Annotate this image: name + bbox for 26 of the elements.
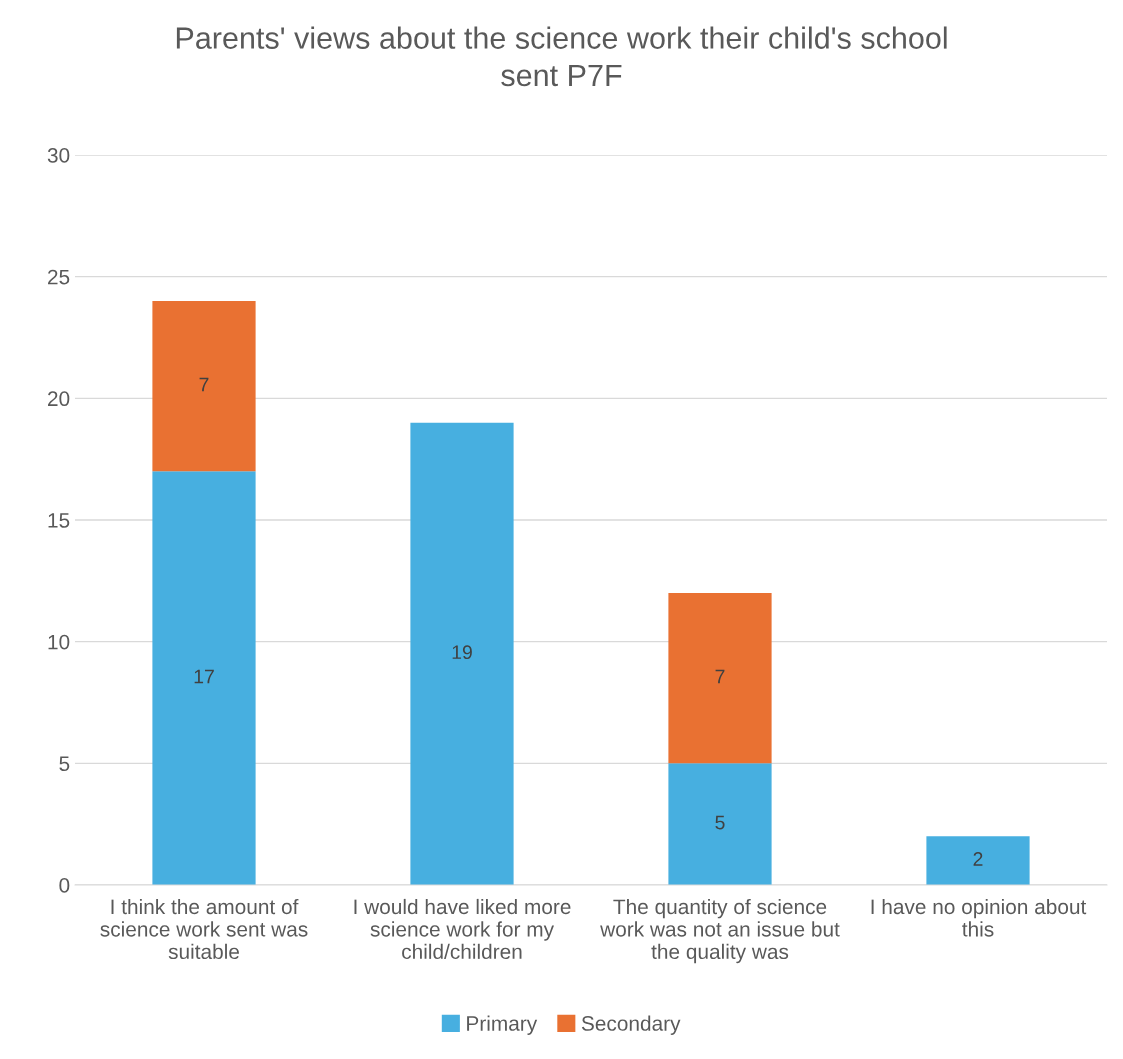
bar xyxy=(152,301,256,472)
y-tick-label: 20 xyxy=(48,391,70,407)
y-tick-label: 10 xyxy=(48,634,70,650)
data-label: 7 xyxy=(715,669,725,684)
y-tick-label: 25 xyxy=(48,269,70,285)
y-tick-label: 0 xyxy=(59,878,70,893)
bar xyxy=(152,471,256,885)
legend-label: Primary xyxy=(467,1015,538,1035)
chart-title: Parents' views about the science work their child's school sent P7F xyxy=(176,26,947,87)
x-tick-label: The quantity of science work was not an issue but the quality was xyxy=(600,898,840,964)
y-tick-label: 30 xyxy=(47,148,70,163)
y-tick-label: 5 xyxy=(59,756,70,772)
legend-label: Secondary xyxy=(581,1015,681,1035)
data-label: 2 xyxy=(973,852,983,866)
data-label: 7 xyxy=(199,377,209,392)
x-tick-label: I would have liked more science work for my child/children xyxy=(354,898,571,960)
data-label: 5 xyxy=(715,815,725,830)
data-label: 19 xyxy=(452,645,472,660)
data-label: 17 xyxy=(194,669,214,684)
x-tick-label: I think the amount of science work sent was suitable xyxy=(100,898,308,960)
bar xyxy=(668,763,772,885)
bar xyxy=(668,593,772,764)
bar xyxy=(410,422,514,885)
x-tick-label: I have no opinion about this xyxy=(871,898,1087,937)
bar xyxy=(926,836,1030,885)
y-tick-label: 15 xyxy=(48,513,70,528)
